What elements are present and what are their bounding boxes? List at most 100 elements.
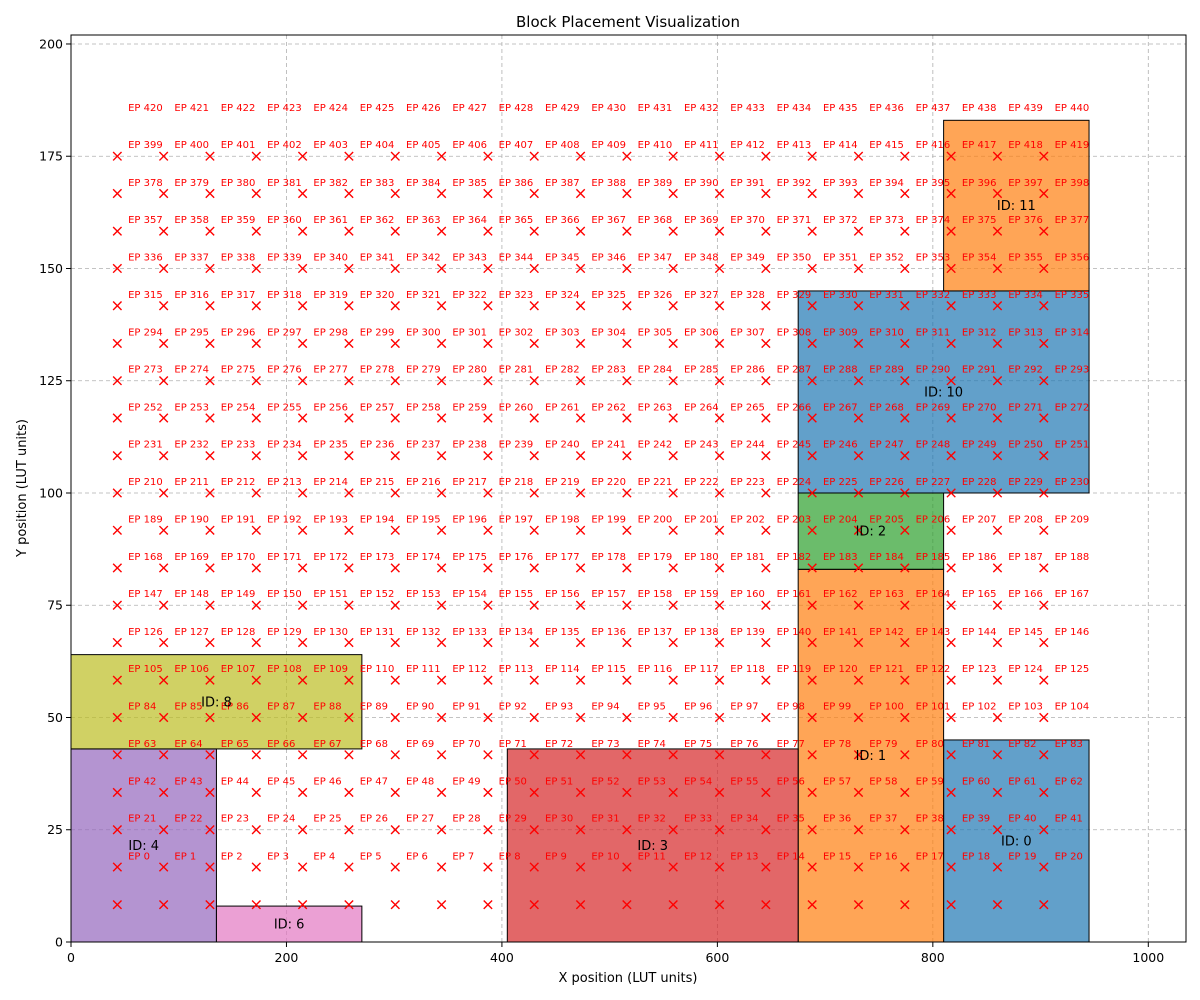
x-marker (390, 376, 400, 386)
x-marker-stroke (761, 600, 771, 610)
ep-label: EP 298 (313, 327, 348, 338)
ep-label: EP 440 (1055, 103, 1090, 114)
ep-label: EP 12 (684, 851, 712, 862)
x-marker (761, 301, 771, 311)
ep-label: EP 281 (499, 365, 534, 376)
x-marker (622, 451, 632, 461)
ep-label: EP 381 (267, 178, 302, 189)
y-tick-label: 25 (47, 822, 63, 837)
x-marker-stroke (946, 563, 956, 573)
ep-label: EP 372 (823, 215, 858, 226)
x-marker-stroke (900, 413, 910, 423)
ep-label: EP 168 (128, 552, 163, 563)
ep-label: EP 143 (916, 627, 951, 638)
ep-label: EP 385 (452, 178, 487, 189)
ep-label: EP 197 (499, 515, 534, 526)
block-id-label: ID: 11 (997, 199, 1036, 214)
ep-label: EP 38 (916, 814, 944, 825)
x-marker (112, 301, 123, 311)
x-marker (483, 376, 493, 386)
ep-label: EP 50 (499, 776, 527, 787)
ep-label: EP 22 (174, 814, 202, 825)
ep-label: EP 388 (591, 178, 626, 189)
x-marker (158, 451, 169, 461)
x-marker (1039, 900, 1049, 910)
ep-label: EP 164 (916, 589, 951, 600)
x-marker (946, 488, 956, 498)
ep-label: EP 286 (730, 365, 765, 376)
x-marker (761, 637, 771, 648)
x-marker-stroke (575, 600, 586, 610)
x-marker-stroke (205, 600, 215, 610)
x-marker (205, 263, 215, 274)
x-marker (297, 563, 308, 573)
ep-label: EP 31 (591, 814, 619, 825)
ep-label: EP 54 (684, 776, 712, 787)
ep-label: EP 28 (452, 814, 480, 825)
x-marker-stroke (761, 188, 771, 199)
ep-label: EP 229 (1008, 477, 1043, 488)
x-marker-stroke (1039, 675, 1049, 685)
x-marker-stroke (1039, 488, 1049, 498)
x-marker-stroke (297, 525, 308, 535)
ep-label: EP 57 (823, 776, 851, 787)
x-marker (1039, 263, 1049, 274)
ep-label: EP 352 (869, 252, 904, 263)
ep-label: EP 432 (684, 103, 719, 114)
x-marker (158, 151, 169, 161)
x-marker-stroke (205, 750, 215, 760)
ep-label: EP 333 (962, 290, 997, 301)
x-marker (529, 675, 539, 685)
x-marker (946, 188, 956, 199)
x-marker (483, 862, 493, 872)
x-marker-stroke (668, 151, 678, 161)
ep-label: EP 322 (452, 290, 487, 301)
ep-label: EP 159 (684, 589, 719, 600)
x-marker-stroke (205, 188, 215, 199)
ep-label: EP 342 (406, 252, 441, 263)
x-marker (436, 712, 447, 723)
x-marker (900, 488, 910, 498)
x-marker-stroke (992, 600, 1003, 610)
x-marker-stroke (668, 600, 678, 610)
x-marker (158, 900, 169, 910)
ep-label: EP 275 (221, 365, 256, 376)
x-marker (529, 226, 539, 236)
x-marker (668, 600, 678, 610)
x-marker-stroke (297, 563, 308, 573)
ep-label: EP 178 (591, 552, 626, 563)
ep-label: EP 154 (452, 589, 487, 600)
x-marker-stroke (344, 825, 354, 835)
ep-label: EP 118 (730, 664, 765, 675)
ep-label: EP 319 (313, 290, 348, 301)
ep-label: EP 233 (221, 440, 256, 451)
x-marker (344, 900, 354, 910)
x-marker (1039, 600, 1049, 610)
ep-label: EP 136 (591, 627, 626, 638)
ep-label: EP 19 (1008, 851, 1036, 862)
ep-label: EP 157 (591, 589, 626, 600)
ep-label: EP 345 (545, 252, 580, 263)
x-marker-stroke (344, 862, 354, 872)
ep-label: EP 292 (1008, 365, 1043, 376)
x-marker (853, 600, 864, 610)
ep-label: EP 63 (128, 739, 156, 750)
x-marker (853, 563, 864, 573)
ep-label: EP 83 (1055, 739, 1083, 750)
ep-label: EP 172 (313, 552, 348, 563)
x-marker-stroke (622, 301, 632, 311)
x-marker-stroke (714, 338, 725, 349)
x-marker (390, 151, 400, 161)
x-marker (529, 787, 539, 798)
x-marker-stroke (205, 263, 215, 274)
x-marker-stroke (390, 600, 400, 610)
ep-label: EP 185 (916, 552, 951, 563)
x-marker-stroke (112, 675, 123, 685)
ep-label: EP 141 (823, 627, 858, 638)
x-marker-stroke (483, 376, 493, 386)
ep-label: EP 181 (730, 552, 765, 563)
x-marker-stroke (344, 301, 354, 311)
x-marker-stroke (575, 825, 586, 835)
x-marker (390, 488, 400, 498)
x-marker-stroke (297, 263, 308, 274)
